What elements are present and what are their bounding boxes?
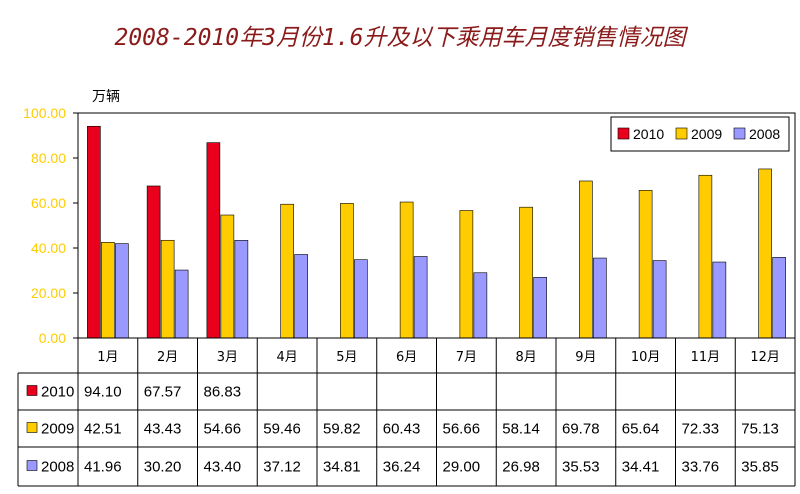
- bar-2009-7: [459, 210, 474, 339]
- legend-swatch-2009: [675, 127, 688, 140]
- bar-2008-3: [234, 240, 249, 339]
- y-tick-label-1: 20.00: [31, 285, 66, 301]
- bar-2008-5: [354, 259, 368, 339]
- legend-box: [610, 116, 790, 152]
- bar-2008-11: [712, 261, 727, 339]
- y-tick-label-5: 100.00: [23, 105, 66, 121]
- legend-label-2009: 2009: [691, 126, 722, 142]
- x-category-label-4: 4月: [276, 350, 297, 365]
- cell-2009-1: 42.51: [84, 421, 122, 438]
- cell-2010-2: 67.57: [144, 384, 182, 401]
- bar-2008-4: [294, 254, 308, 339]
- bar-2009-12: [758, 168, 772, 339]
- row-key-2009: [26, 422, 38, 433]
- x-category-label-11: 11月: [691, 350, 721, 365]
- bar-2009-6: [399, 201, 414, 339]
- bar-2009-10: [638, 190, 653, 339]
- legend-swatch-2010: [617, 127, 630, 140]
- y-axis-unit-label: 万辆: [92, 89, 120, 105]
- bar-2009-8: [519, 206, 533, 339]
- cell-2008-3: 43.40: [204, 459, 242, 476]
- bar-2010-3: [206, 142, 221, 339]
- row-label-2010: 2010: [41, 384, 74, 401]
- x-category-label-7: 7月: [456, 350, 477, 365]
- row-label-2008: 2008: [41, 459, 74, 476]
- cell-2008-4: 37.12: [263, 459, 301, 476]
- chart-title: 2008-2010年3月份1.6升及以下乘用车月度销售情况图: [114, 25, 686, 51]
- bar-2009-9: [579, 180, 593, 339]
- legend-label-2008: 2008: [749, 126, 780, 142]
- cell-2009-11: 72.33: [682, 421, 720, 438]
- cell-2009-5: 59.82: [323, 421, 361, 438]
- y-tick-label-4: 80.00: [31, 150, 66, 166]
- data-table: 1月 2月 3月 4月 5月 6月 7月 8月 9月 10月 11月 12月 2010 94.10 67.5…: [17, 337, 796, 487]
- bar-2009-5: [340, 203, 354, 339]
- bar-2008-9: [593, 257, 607, 339]
- bar-2009-11: [698, 174, 713, 339]
- x-category-label-2: 2月: [157, 350, 178, 365]
- cell-2009-7: 56.66: [443, 421, 481, 438]
- cell-2008-8: 26.98: [502, 459, 540, 476]
- cell-2010-3: 86.83: [204, 384, 242, 401]
- bars-layer: [87, 125, 786, 339]
- x-category-label-6: 6月: [396, 350, 417, 365]
- x-category-label-10: 10月: [631, 350, 661, 365]
- y-tick-label-3: 60.00: [31, 195, 66, 211]
- row-key-2008: [26, 460, 38, 471]
- cell-2009-9: 69.78: [562, 421, 600, 438]
- cell-2008-1: 41.96: [84, 459, 122, 476]
- y-tick-label-2: 40.00: [31, 240, 66, 256]
- cell-2009-4: 59.46: [263, 421, 301, 438]
- cell-2008-7: 29.00: [443, 459, 481, 476]
- x-category-label-1: 1月: [97, 350, 118, 365]
- cell-2008-9: 35.53: [562, 459, 600, 476]
- y-tick-label-0: 0.00: [39, 330, 66, 346]
- bar-2009-2: [160, 239, 175, 339]
- legend-label-2010: 2010: [633, 126, 664, 142]
- bar-2009-4: [280, 203, 294, 339]
- bar-2008-8: [533, 276, 547, 339]
- bar-2008-7: [473, 272, 488, 339]
- x-category-label-3: 3月: [217, 350, 238, 365]
- bar-2008-6: [413, 256, 428, 339]
- cell-2008-5: 34.81: [323, 459, 361, 476]
- cell-2008-11: 33.76: [682, 459, 720, 476]
- cell-2010-1: 94.10: [84, 384, 122, 401]
- bar-2009-3: [220, 214, 235, 339]
- cell-2009-8: 58.14: [502, 421, 540, 438]
- x-category-label-9: 9月: [575, 350, 596, 365]
- x-category-label-12: 12月: [750, 350, 780, 365]
- bar-2008-10: [652, 260, 667, 339]
- cell-2009-12: 75.13: [741, 421, 779, 438]
- x-category-label-5: 5月: [336, 350, 357, 365]
- cell-2009-6: 60.43: [383, 421, 421, 438]
- cell-2008-12: 35.85: [741, 459, 779, 476]
- x-category-label-8: 8月: [515, 350, 536, 365]
- bar-2010-2: [146, 185, 161, 339]
- row-key-2010: [26, 385, 38, 396]
- bar-2008-12: [772, 257, 786, 339]
- legend-swatch-2008: [733, 127, 746, 140]
- legend: 2010 2009 2008: [610, 116, 790, 152]
- cell-2009-10: 65.64: [622, 421, 660, 438]
- bar-2008-2: [174, 269, 189, 339]
- cell-2008-2: 30.20: [144, 459, 182, 476]
- bar-2009-1: [101, 242, 115, 339]
- cell-2008-6: 36.24: [383, 459, 421, 476]
- cell-2009-3: 54.66: [204, 421, 242, 438]
- cell-2008-10: 34.41: [622, 459, 660, 476]
- row-label-2009: 2009: [41, 421, 74, 438]
- bar-2008-1: [115, 243, 129, 339]
- bar-2010-1: [87, 125, 101, 339]
- cell-2009-2: 43.43: [144, 421, 182, 438]
